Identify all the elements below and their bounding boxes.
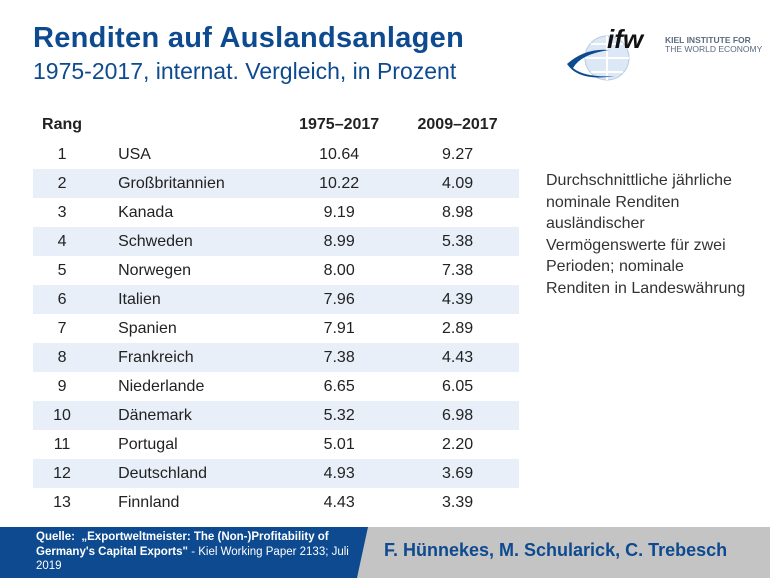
table-row: 4 Schweden 8.99 5.38 <box>33 227 519 256</box>
table-row: 1 USA 10.64 9.27 <box>33 140 519 169</box>
cell-return-2009-2017: 3.69 <box>396 459 519 488</box>
table-row: 7 Spanien 7.91 2.89 <box>33 314 519 343</box>
header-period-1: 1975–2017 <box>299 116 380 133</box>
cell-return-1975-2017: 5.32 <box>282 401 397 430</box>
cell-rank: 2 <box>33 169 92 198</box>
cell-return-2009-2017: 9.27 <box>441 145 474 163</box>
cell-rank: 12 <box>33 459 92 488</box>
cell-return-1975-2017: 7.38 <box>282 343 397 372</box>
cell-return-2009-2017: 5.38 <box>396 227 519 256</box>
table-row: 2 Großbritannien 10.22 4.09 <box>33 169 519 198</box>
cell-return-2009-2017: 4.39 <box>396 285 519 314</box>
cell-rank: 10 <box>33 401 92 430</box>
authors: F. Hünnekes, M. Schularick, C. Trebesch <box>384 540 728 560</box>
source-title: „Exportweltmeister: The (Non-)Profitabil… <box>36 531 329 558</box>
table-row: 11 Portugal 5.01 2.20 <box>33 430 519 459</box>
table-row: 5 Norwegen 8.00 7.38 <box>33 256 519 285</box>
cell-rank: 13 <box>53 493 71 511</box>
table-row: 6 Italien 7.96 4.39 <box>33 285 519 314</box>
cell-return-1975-2017: 4.43 <box>323 493 355 511</box>
table-note: Durchschnittliche jährliche nominale Ren… <box>546 172 746 297</box>
cell-return-1975-2017: 6.65 <box>323 377 355 395</box>
cell-rank: 4 <box>33 227 92 256</box>
table-row: 12 Deutschland 4.93 3.69 <box>33 459 519 488</box>
cell-country: Spanien <box>118 319 177 337</box>
header-period-2: 2009–2017 <box>417 116 498 133</box>
cell-return-2009-2017: 2.20 <box>441 435 474 453</box>
table-row: 9 Niederlande 6.65 6.05 <box>33 372 519 401</box>
cell-country: Frankreich <box>91 343 283 372</box>
cell-country: Italien <box>91 285 283 314</box>
table-row: 3 Kanada 9.19 8.98 <box>33 198 519 227</box>
cell-rank: 11 <box>53 435 71 453</box>
cell-return-1975-2017: 8.99 <box>282 227 397 256</box>
source-label: Quelle: <box>36 531 75 543</box>
table-row: 13 Finnland 4.43 3.39 <box>33 488 519 517</box>
returns-table: Rang 1975–2017 2009–2017 1 USA 10.64 9.27 2 G… <box>33 110 519 517</box>
cell-return-1975-2017: 7.96 <box>282 285 397 314</box>
page-title: Renditen auf Auslandsanlagen <box>33 22 465 54</box>
cell-country: Niederlande <box>118 377 205 395</box>
cell-rank: 7 <box>57 319 67 337</box>
cell-return-2009-2017: 7.38 <box>441 261 474 279</box>
cell-return-1975-2017: 9.19 <box>323 203 355 221</box>
cell-rank: 1 <box>57 145 67 163</box>
cell-country: Norwegen <box>118 261 191 279</box>
cell-return-2009-2017: 4.09 <box>396 169 519 198</box>
table-row: 8 Frankreich 7.38 4.43 <box>33 343 519 372</box>
globe-icon: ifw <box>567 24 645 81</box>
footer-blue-band <box>0 527 368 578</box>
cell-country: USA <box>118 145 151 163</box>
cell-country: Deutschland <box>91 459 283 488</box>
logo-line2: THE WORLD ECONOMY <box>665 44 763 54</box>
cell-return-1975-2017: 8.00 <box>323 261 355 279</box>
cell-return-2009-2017: 8.98 <box>441 203 474 221</box>
table-row: 10 Dänemark 5.32 6.98 <box>33 401 519 430</box>
cell-return-2009-2017: 2.89 <box>441 319 474 337</box>
cell-rank: 5 <box>57 261 67 279</box>
cell-country: Portugal <box>118 435 178 453</box>
header-rank: Rang <box>42 116 83 133</box>
cell-return-1975-2017: 5.01 <box>323 435 355 453</box>
cell-return-1975-2017: 10.22 <box>282 169 397 198</box>
cell-country: Finnland <box>118 493 180 511</box>
cell-rank: 6 <box>33 285 92 314</box>
page-subtitle: 1975-2017, internat. Vergleich, in Proze… <box>33 58 457 84</box>
cell-return-2009-2017: 4.43 <box>396 343 519 372</box>
cell-country: Großbritannien <box>91 169 283 198</box>
cell-return-1975-2017: 10.64 <box>319 145 360 163</box>
header-country <box>91 110 282 140</box>
cell-return-1975-2017: 4.93 <box>282 459 397 488</box>
logo-mark: ifw <box>607 24 645 54</box>
cell-return-1975-2017: 7.91 <box>323 319 355 337</box>
cell-rank: 3 <box>57 203 67 221</box>
ifw-logo: ifw KIEL INSTITUTE FOR THE WORLD ECONOMY <box>565 24 762 84</box>
cell-return-2009-2017: 3.39 <box>441 493 474 511</box>
source-rest: - Kiel Working Paper 2133; Juli 2019 <box>36 545 349 573</box>
source-citation: Quelle: „Exportweltmeister: The (Non-)Pr… <box>36 530 354 574</box>
cell-return-2009-2017: 6.05 <box>441 377 474 395</box>
cell-rank: 9 <box>57 377 67 395</box>
logo-line1: KIEL INSTITUTE FOR <box>665 35 751 45</box>
cell-country: Dänemark <box>91 401 283 430</box>
cell-return-2009-2017: 6.98 <box>396 401 519 430</box>
cell-rank: 8 <box>33 343 92 372</box>
cell-country: Schweden <box>91 227 283 256</box>
cell-country: Kanada <box>118 203 174 221</box>
table-header: Rang 1975–2017 2009–2017 <box>33 110 519 140</box>
